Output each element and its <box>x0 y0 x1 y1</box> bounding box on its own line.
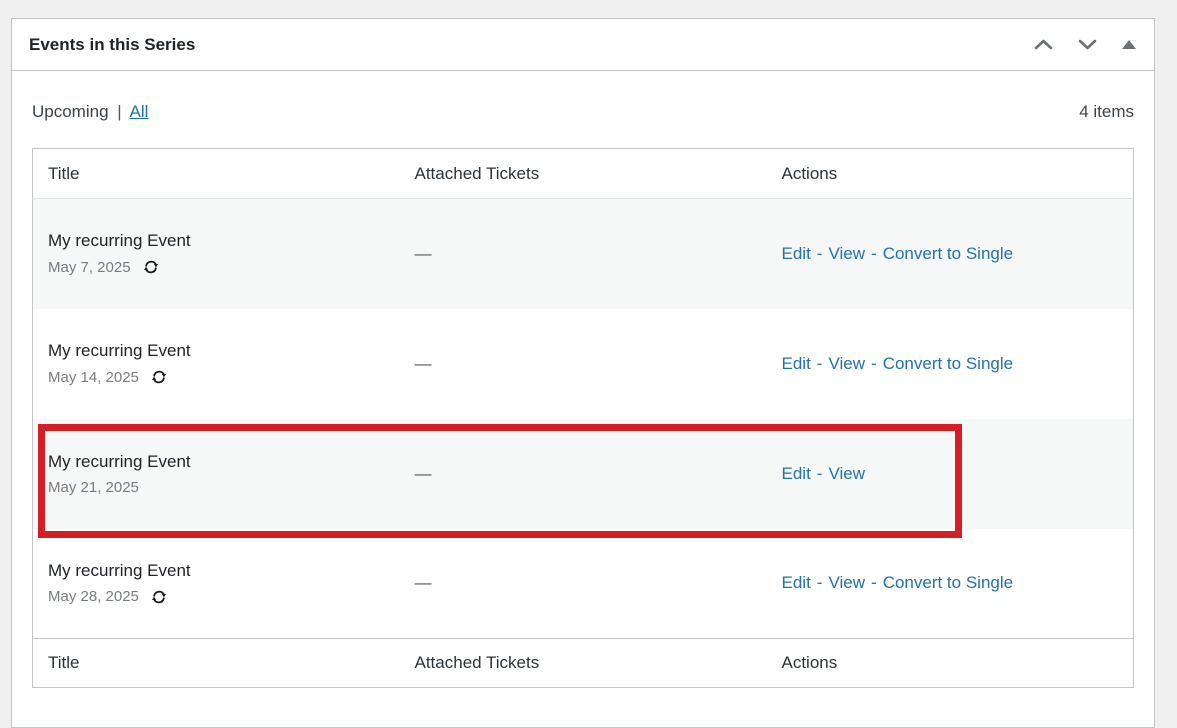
action-separator: - <box>871 353 877 373</box>
filter-row: Upcoming | All 4 items <box>32 102 1134 122</box>
event-title: My recurring Event <box>48 451 191 471</box>
event-title: My recurring Event <box>48 560 191 580</box>
action-separator: - <box>816 353 823 373</box>
edit-link[interactable]: Edit <box>781 353 811 373</box>
recurring-icon <box>143 261 158 274</box>
column-header-actions: Actions <box>766 148 1134 199</box>
attached-tickets-value: — <box>414 463 432 483</box>
event-date: May 14, 2025 <box>48 368 139 386</box>
footer-column-attached-tickets: Attached Tickets <box>399 638 767 688</box>
view-link[interactable]: View <box>828 463 866 483</box>
recurring-icon <box>151 370 166 384</box>
move-down-button[interactable] <box>1076 37 1099 52</box>
event-date: May 28, 2025 <box>48 588 139 606</box>
event-date: May 7, 2025 <box>48 258 131 276</box>
page-title: Events in this Series <box>29 34 196 54</box>
view-link[interactable]: View <box>828 573 866 593</box>
view-link[interactable]: View <box>828 243 866 263</box>
attached-tickets-value: — <box>414 573 432 593</box>
action-separator: - <box>816 573 823 593</box>
table-row-highlighted: My recurring Event May 21, 2025 — Edit - V… <box>32 418 1134 529</box>
panel-controls <box>1032 37 1138 52</box>
footer-column-title: Title <box>32 638 400 688</box>
panel-body: Upcoming | All 4 items Title Attached Ti… <box>12 102 1154 688</box>
triangle-up-icon <box>1122 40 1136 49</box>
edit-link[interactable]: Edit <box>781 463 811 483</box>
column-header-title: Title <box>32 148 400 199</box>
action-separator: - <box>871 573 877 593</box>
move-up-button[interactable] <box>1032 37 1055 52</box>
event-title: My recurring Event <box>48 231 191 251</box>
convert-to-single-link[interactable]: Convert to Single <box>882 353 1014 373</box>
chevron-up-icon <box>1034 39 1053 50</box>
action-separator: - <box>816 463 823 483</box>
attached-tickets-value: — <box>414 353 432 373</box>
convert-to-single-link[interactable]: Convert to Single <box>882 573 1014 593</box>
event-title: My recurring Event <box>48 341 191 360</box>
panel-header: Events in this Series <box>12 19 1154 71</box>
table-footer-row: Title Attached Tickets Actions <box>32 638 1134 688</box>
table-row: My recurring Event May 28, 2025 — <box>33 529 1134 639</box>
event-date: May 21, 2025 <box>48 478 139 496</box>
action-separator: - <box>816 243 823 263</box>
filter-all-link[interactable]: All <box>129 102 149 121</box>
attached-tickets-value: — <box>414 243 432 263</box>
filter-separator: | <box>117 102 122 121</box>
table-header-row: Title Attached Tickets Actions <box>32 148 1134 199</box>
convert-to-single-link[interactable]: Convert to Single <box>882 243 1014 263</box>
chevron-down-icon <box>1078 39 1097 50</box>
recurring-icon <box>151 590 166 603</box>
table-row: My recurring Event May 14, 2025 — <box>33 309 1134 419</box>
filter-upcoming-link[interactable]: Upcoming <box>32 102 109 121</box>
events-table: Title Attached Tickets Actions My recurr… <box>32 148 1134 688</box>
items-count: 4 items <box>1079 102 1134 121</box>
column-header-attached-tickets: Attached Tickets <box>399 148 767 199</box>
view-link[interactable]: View <box>828 353 866 373</box>
toggle-panel-button[interactable] <box>1120 38 1138 51</box>
footer-column-actions: Actions <box>766 638 1134 688</box>
edit-link[interactable]: Edit <box>781 573 811 593</box>
action-separator: - <box>871 243 877 263</box>
view-filters: Upcoming | All <box>32 102 148 122</box>
table-row: My recurring Event May 7, 2025 — <box>32 198 1134 309</box>
edit-link[interactable]: Edit <box>781 243 811 263</box>
events-series-panel: Events in this Series Upcoming | All <box>11 18 1155 728</box>
